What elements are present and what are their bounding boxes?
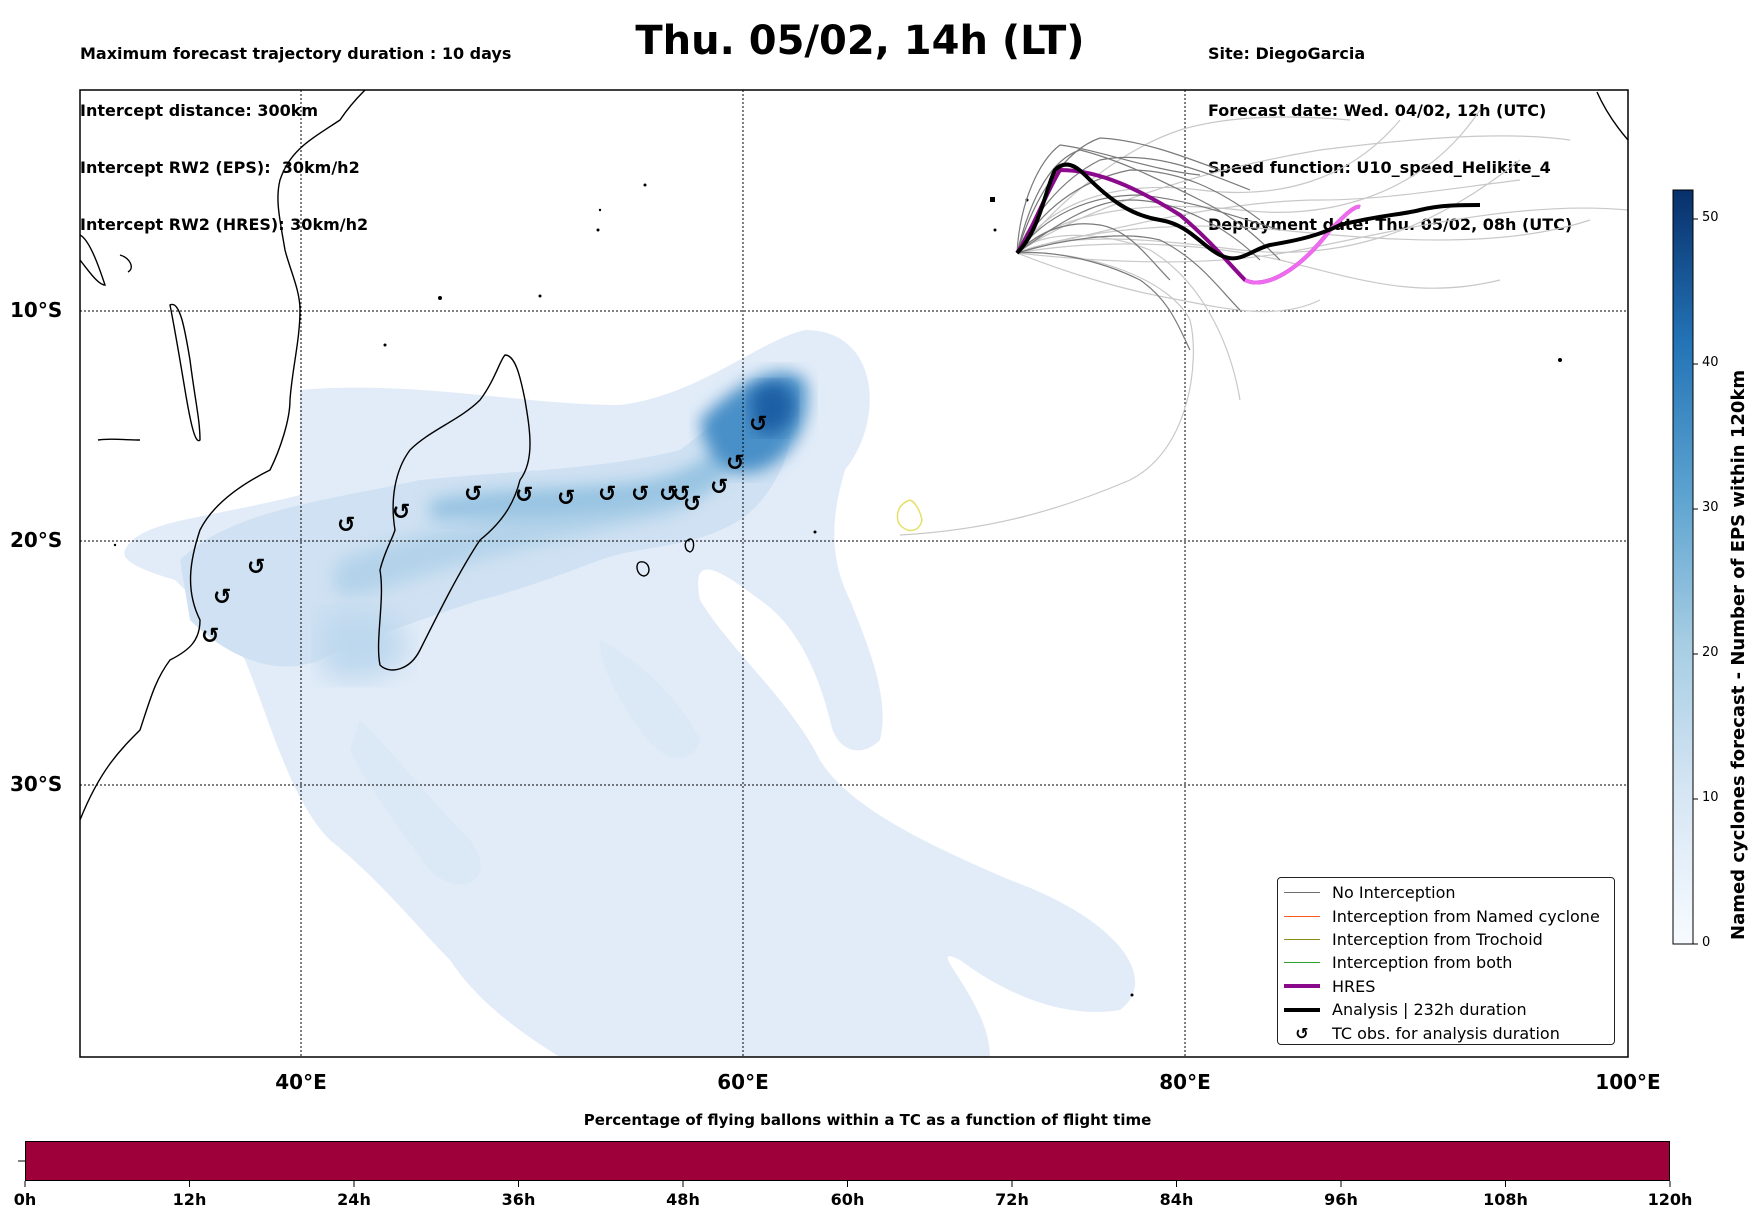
flight-time-tick: 84h: [1159, 1190, 1194, 1209]
legend-item-tc-obs: ↺ TC obs. for analysis duration: [1278, 1021, 1614, 1044]
map-frame: [79, 89, 1629, 1058]
legend-item-both: Interception from both: [1278, 951, 1614, 974]
colorbar-tick: 30: [1702, 500, 1719, 515]
header-info-right: Site: DiegoGarcia Forecast date: Wed. 04…: [1208, 6, 1572, 253]
tc-obs-icon: ↺: [464, 482, 483, 507]
legend-item-trochoid: Interception from Trochoid: [1278, 928, 1614, 951]
launch-site-marker: [990, 197, 995, 202]
header-line-deployment-date: Deployment date: Thu. 05/02, 08h (UTC): [1208, 215, 1573, 234]
flight-time-tick: 108h: [1483, 1190, 1528, 1209]
flight-time-colorbar: [25, 1141, 1670, 1181]
lon-label-60e: 60°E: [717, 1070, 769, 1094]
flight-time-tick: 96h: [1324, 1190, 1358, 1209]
header-line-site: Site: DiegoGarcia: [1208, 44, 1366, 63]
flight-time-tick: 120h: [1647, 1190, 1693, 1209]
tc-obs-icon: ↺: [515, 483, 534, 508]
small-islands: [113, 183, 1562, 997]
colorbar-tick: 50: [1702, 210, 1719, 225]
flight-time-tick: 72h: [995, 1190, 1029, 1209]
legend-item-no-interception: No Interception: [1278, 881, 1614, 904]
coastlines: [80, 90, 1628, 821]
tc-obs-icon: ↺: [631, 482, 650, 507]
legend-label: Interception from Named cyclone: [1332, 906, 1600, 926]
eps-trajectories: [899, 109, 1628, 536]
map-gridlines: [80, 90, 1628, 1057]
lon-label-40e: 40°E: [275, 1070, 327, 1094]
lon-label-100e: 100°E: [1595, 1070, 1661, 1094]
colorbar-tick: 20: [1702, 645, 1719, 660]
cyclone-density-field: [124, 330, 1136, 1057]
legend-item-hres: HRES: [1278, 975, 1614, 998]
hres-track-tail: [1244, 204, 1361, 285]
tc-obs-icon: ↺: [247, 555, 266, 580]
tc-obs-icon: ↺: [710, 475, 729, 500]
tc-obs-icon: ↺: [213, 585, 232, 610]
tc-obs-icon: ↺: [672, 482, 691, 507]
colorbar-tick: 0: [1702, 935, 1711, 950]
cyclone-colorbar: [1672, 189, 1698, 945]
map-legend: No Interception Interception from Named …: [1277, 877, 1615, 1045]
tc-obs-icon: ↺: [726, 451, 745, 476]
header-line-duration: Maximum forecast trajectory duration : 1…: [80, 44, 512, 63]
lat-label-30s: 30°S: [10, 772, 63, 796]
header-line-rw2-eps: Intercept RW2 (EPS): 30km/h2: [80, 158, 360, 177]
legend-label: HRES: [1332, 976, 1376, 996]
colorbar-label: Named cyclones forecast - Number of EPS …: [1728, 369, 1749, 940]
flight-time-tick: 12h: [172, 1190, 207, 1209]
legend-label: Interception from both: [1332, 953, 1513, 973]
legend-label: Interception from Trochoid: [1332, 929, 1543, 949]
map-title: Thu. 05/02, 14h (LT): [635, 18, 1085, 64]
header-line-distance: Intercept distance: 300km: [80, 101, 319, 120]
flight-time-tick: 24h: [337, 1190, 371, 1209]
lat-label-20s: 20°S: [10, 528, 63, 552]
tc-obs-icon: ↺: [659, 482, 678, 507]
colorbar-tick: 40: [1702, 355, 1719, 370]
lat-label-10s: 10°S: [10, 298, 63, 322]
tc-obs-icon: ↺: [557, 486, 576, 511]
flight-time-tick: 60h: [830, 1190, 865, 1209]
legend-item-named-cyclone: Interception from Named cyclone: [1278, 904, 1614, 927]
colorbar-tick: 10: [1702, 790, 1719, 805]
legend-label: TC obs. for analysis duration: [1332, 1023, 1560, 1043]
tc-obs-icon: ↺: [1295, 1023, 1309, 1043]
header-line-forecast-date: Forecast date: Wed. 04/02, 12h (UTC): [1208, 101, 1547, 120]
tc-obs-icon: ↺: [201, 624, 220, 649]
analysis-track: [1015, 162, 1481, 261]
flight-time-tick: 36h: [501, 1190, 536, 1209]
tc-obs-icon: ↺: [337, 513, 356, 538]
lon-label-80e: 80°E: [1159, 1070, 1211, 1094]
tc-obs-icon: ↺: [749, 412, 768, 437]
legend-label: Analysis | 232h duration: [1332, 1000, 1527, 1020]
tc-obs-icon: ↺: [683, 492, 702, 517]
flight-time-colorbar-title: Percentage of flying ballons within a TC…: [583, 1111, 1152, 1129]
header-line-rw2-hres: Intercept RW2 (HRES): 30km/h2: [80, 215, 369, 234]
flight-time-tick: 0h: [13, 1190, 37, 1209]
tc-obs-icon: ↺: [598, 482, 617, 507]
header-info-left: Maximum forecast trajectory duration : 1…: [80, 6, 511, 253]
legend-item-analysis: Analysis | 232h duration: [1278, 998, 1614, 1021]
flight-time-tick: 48h: [666, 1190, 700, 1209]
legend-label: No Interception: [1332, 883, 1456, 903]
secondary-track: [896, 499, 923, 532]
tc-obs-icon: ↺: [392, 500, 411, 525]
